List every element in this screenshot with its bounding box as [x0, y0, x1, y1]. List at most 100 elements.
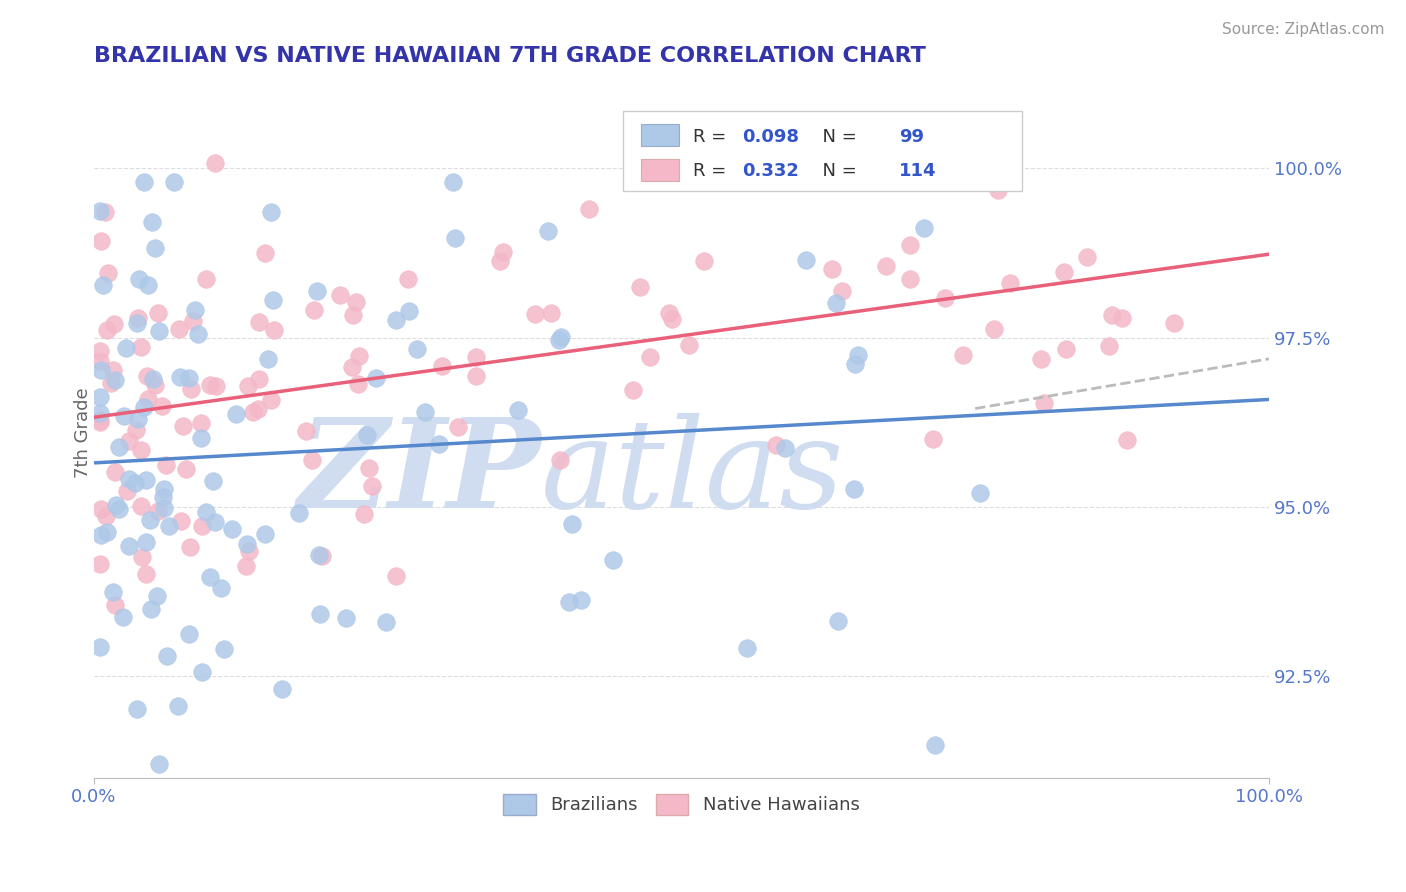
Point — [202, 474, 225, 488]
Point — [883, 175, 905, 189]
Point — [125, 316, 148, 330]
Point — [150, 399, 173, 413]
Point — [1029, 352, 1052, 367]
Point — [1053, 264, 1076, 278]
Text: 0.098: 0.098 — [742, 128, 800, 145]
Point — [100, 376, 122, 391]
Text: 0.332: 0.332 — [742, 162, 800, 180]
Point — [127, 411, 149, 425]
Point — [254, 246, 277, 260]
Point — [129, 499, 152, 513]
Point — [540, 306, 562, 320]
Point — [103, 317, 125, 331]
Point — [94, 205, 117, 219]
Point — [101, 362, 124, 376]
Point — [561, 516, 583, 531]
Point — [827, 614, 849, 628]
Point — [661, 312, 683, 326]
Point — [115, 484, 138, 499]
Point — [101, 585, 124, 599]
Point — [464, 369, 486, 384]
Point — [353, 507, 375, 521]
Point — [385, 569, 408, 583]
Point — [89, 391, 111, 405]
Point — [204, 515, 226, 529]
Point — [305, 284, 328, 298]
Point — [148, 306, 170, 320]
Point — [912, 220, 935, 235]
Point — [152, 491, 174, 505]
Point — [737, 640, 759, 655]
Point — [262, 293, 284, 308]
Point — [796, 252, 818, 267]
Point — [200, 377, 222, 392]
Point — [104, 598, 127, 612]
Point — [112, 409, 135, 424]
Point — [287, 506, 309, 520]
Point — [96, 509, 118, 524]
Point — [236, 536, 259, 550]
Point — [127, 701, 149, 715]
Text: atlas: atlas — [540, 413, 844, 534]
Point — [167, 322, 190, 336]
Point — [441, 175, 464, 189]
Text: N =: N = — [811, 162, 862, 180]
Point — [921, 432, 943, 446]
Point — [139, 512, 162, 526]
Point — [96, 323, 118, 337]
Point — [242, 405, 264, 419]
Point — [465, 351, 488, 365]
Point — [118, 434, 141, 449]
Point — [364, 371, 387, 385]
Point — [205, 379, 228, 393]
Point — [108, 501, 131, 516]
Point — [814, 153, 837, 167]
Point — [135, 535, 157, 549]
Point — [536, 224, 558, 238]
Legend: Brazilians, Native Hawaiians: Brazilians, Native Hawaiians — [495, 785, 869, 823]
Point — [994, 148, 1017, 162]
Point — [875, 260, 897, 274]
Point — [295, 424, 318, 438]
Point — [124, 424, 146, 438]
Point — [174, 461, 197, 475]
Point — [569, 593, 592, 607]
Point — [89, 344, 111, 359]
Point — [308, 607, 330, 622]
Point — [209, 582, 232, 596]
Point — [993, 148, 1015, 162]
Point — [427, 437, 450, 451]
Point — [301, 453, 323, 467]
Point — [658, 306, 681, 320]
Point — [998, 277, 1021, 291]
Point — [177, 627, 200, 641]
Point — [134, 175, 156, 189]
Point — [375, 615, 398, 630]
Point — [103, 465, 125, 479]
Point — [143, 378, 166, 392]
Point — [1111, 311, 1133, 326]
Point — [142, 372, 165, 386]
Point — [447, 420, 470, 434]
Point — [96, 525, 118, 540]
Point — [1098, 339, 1121, 353]
Point — [263, 323, 285, 337]
Point — [260, 204, 283, 219]
Point — [181, 314, 204, 328]
Point — [204, 155, 226, 169]
Point — [115, 342, 138, 356]
Point — [432, 359, 454, 374]
Point — [700, 148, 723, 162]
Point — [179, 540, 201, 554]
Point — [89, 557, 111, 571]
Text: 99: 99 — [898, 128, 924, 145]
Text: R =: R = — [693, 128, 733, 145]
Point — [89, 415, 111, 429]
Point — [132, 400, 155, 414]
Point — [253, 527, 276, 541]
Point — [678, 337, 700, 351]
Point — [89, 406, 111, 420]
Point — [824, 296, 846, 310]
Point — [191, 665, 214, 679]
Point — [304, 302, 326, 317]
